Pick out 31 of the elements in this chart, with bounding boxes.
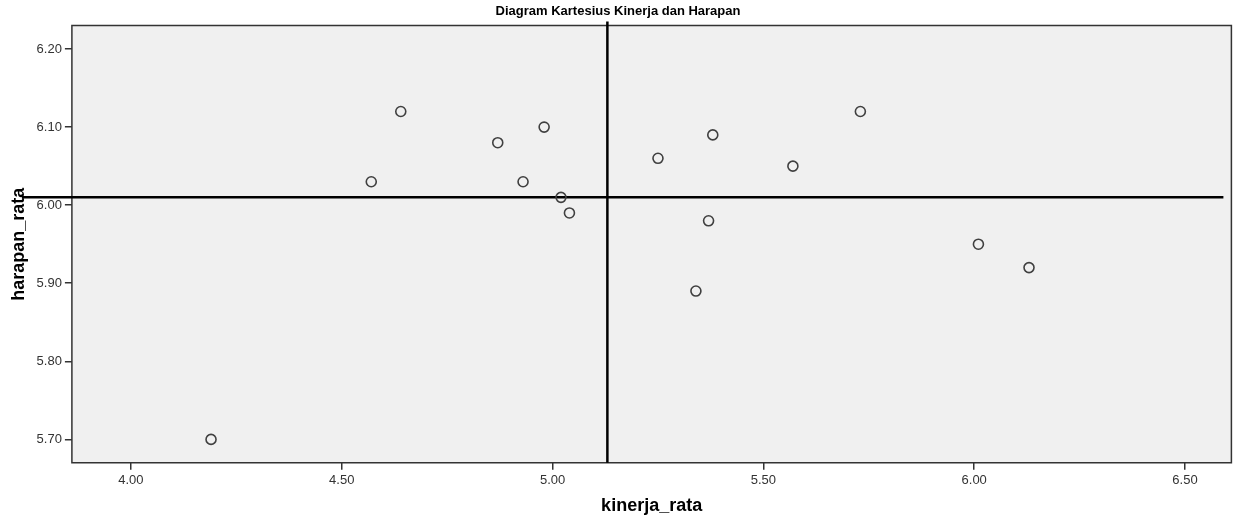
y-tick-label: 5.90 — [36, 274, 62, 290]
point — [972, 238, 985, 250]
point — [205, 433, 217, 446]
x-tick-label: 4.50 — [329, 472, 355, 488]
chart-title: Diagram Kartesius Kinerja dan Harapan — [495, 3, 741, 19]
x-tick-label: 5.50 — [750, 472, 777, 488]
point — [1023, 261, 1035, 274]
point — [563, 207, 576, 219]
point — [538, 121, 550, 133]
point — [854, 105, 867, 118]
point — [702, 214, 715, 227]
point — [555, 191, 567, 204]
point — [690, 285, 702, 297]
x-tick-label: 4.00 — [118, 472, 144, 488]
x-tick-label: 5.00 — [539, 472, 566, 488]
y-tick-label: 5.70 — [36, 430, 62, 446]
point — [365, 175, 378, 188]
y-tick-label: 6.00 — [36, 196, 62, 212]
y-tick-label: 6.10 — [36, 118, 62, 134]
x-tick-label: 6.50 — [1172, 472, 1198, 488]
x-tick-label: 6.00 — [961, 472, 987, 488]
x-axis-title: kinerja_rata — [601, 495, 704, 516]
y-tick-label: 6.20 — [36, 40, 62, 56]
point — [787, 160, 799, 172]
point — [394, 105, 407, 118]
point — [706, 129, 719, 141]
point — [491, 136, 504, 149]
point — [652, 152, 664, 165]
y-tick-label: 5.80 — [36, 352, 62, 368]
y-axis-title: harapan_rata — [7, 186, 28, 301]
point — [517, 175, 529, 188]
